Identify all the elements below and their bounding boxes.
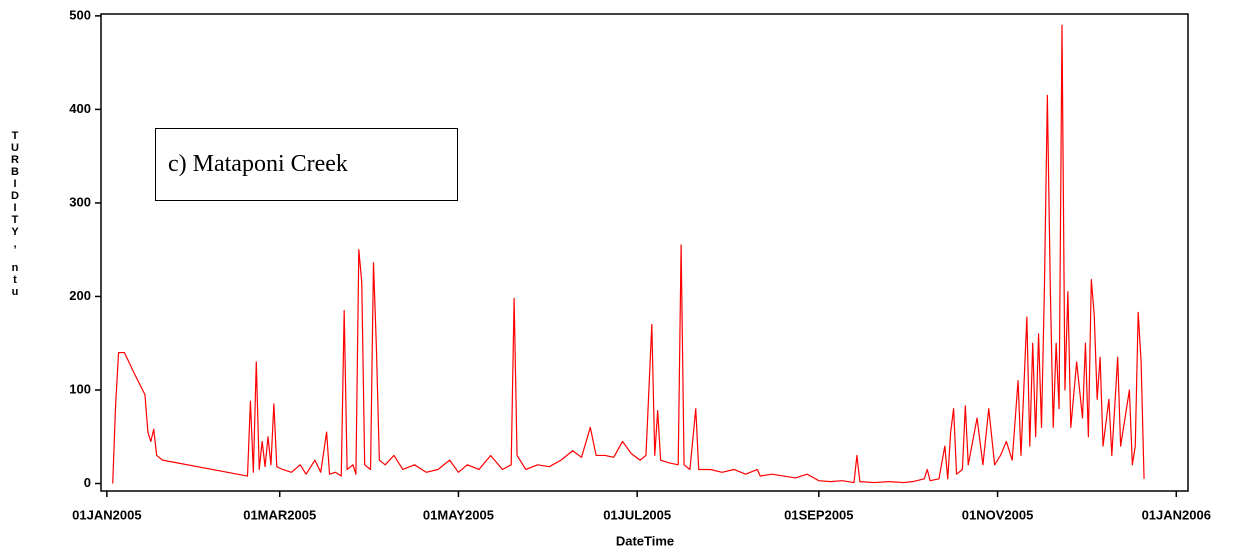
x-tick-label: 01SEP2005 [784, 507, 853, 522]
y-axis-title: TURBIDITY, ntu [9, 130, 21, 298]
x-tick-label: 01MAY2005 [423, 507, 494, 522]
y-tick-label: 500 [69, 7, 91, 22]
x-tick-label: 01JAN2006 [1142, 507, 1211, 522]
x-tick-label: 01NOV2005 [962, 507, 1034, 522]
x-tick-label: 01JUL2005 [603, 507, 671, 522]
y-tick-label: 0 [84, 475, 91, 490]
annotation: c) Mataponi Creek [155, 128, 458, 201]
y-tick-label: 300 [69, 194, 91, 209]
data-line [112, 24, 1145, 484]
x-tick-label: 01JAN2005 [72, 507, 141, 522]
plot-frame [100, 13, 1189, 492]
y-tick-label: 200 [69, 288, 91, 303]
y-tick-label: 400 [69, 101, 91, 116]
x-axis-title: DateTime [616, 533, 674, 548]
y-tick-label: 100 [69, 381, 91, 396]
x-tick-label: 01MAR2005 [243, 507, 316, 522]
